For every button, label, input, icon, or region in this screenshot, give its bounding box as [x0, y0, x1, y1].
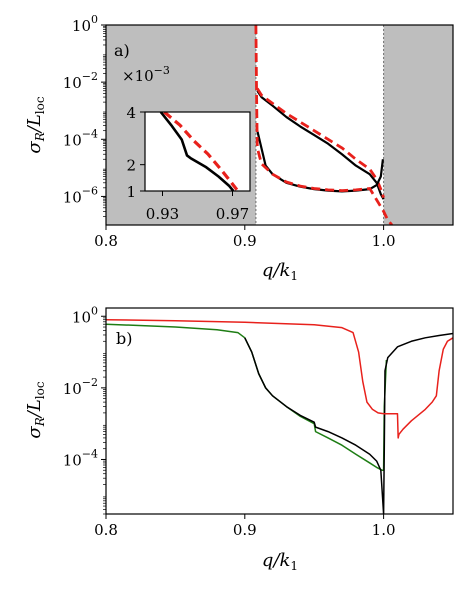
panel-a-series [254, 25, 394, 225]
panel-b-y-tick-label-3: 10−4 [63, 447, 98, 469]
panel-b-x-label: q/k1 [262, 550, 298, 573]
panel-a-x-tick-label-1: 0.8 [94, 232, 118, 250]
panel-a-y-tick-label-1: 100 [72, 13, 98, 35]
panel-a-x-label: q/k1 [262, 260, 298, 283]
panel-a-x-tick-label-3: 1.0 [372, 232, 396, 250]
panel-b: 0.8 0.9 1.0 100 10−2 10−4 b) q/k1 σR/Lloc [24, 304, 454, 573]
inset-series [159, 112, 239, 191]
panel-b-x-tick-label-3: 1.0 [372, 521, 396, 539]
inset-frame [144, 111, 251, 192]
panel-a-series-2 [256, 87, 385, 199]
panel-a-y-tick-label-3: 10−4 [63, 127, 98, 149]
panel-b-frame [105, 307, 454, 515]
inset-background [145, 112, 250, 191]
panel-b-y-tick-label-2: 10−2 [63, 376, 98, 398]
panel-a-x-ticks: 0.8 0.9 1.0 [94, 225, 396, 250]
inset-y-ticks: 1 2 4 [126, 104, 145, 201]
inset-multiplier: ×10−3 [122, 64, 170, 85]
panel-b-x-tick-label-1: 0.8 [94, 521, 118, 539]
panel-b-y-ticks: 100 10−2 10−4 [63, 304, 106, 515]
inset-y-tick-label-1: 1 [126, 183, 136, 201]
inset-series-2 [163, 112, 239, 191]
panel-a-series-4 [254, 25, 394, 225]
panel-b-y-label: σR/Lloc [24, 381, 47, 438]
shaded-region-2 [383, 25, 453, 225]
panel-a-y-tick-label-4: 10−6 [63, 184, 98, 206]
inset-y-tick-label-2: 2 [126, 157, 136, 175]
panel-b-background [106, 308, 453, 514]
inset-y-tick-label-3: 4 [126, 104, 136, 122]
inset-x-ticks: 0.93 0.97 [146, 191, 249, 223]
panel-b-x-ticks: 0.8 0.9 1.0 [94, 514, 396, 539]
inset-x-tick-label-2: 0.97 [216, 205, 249, 223]
panel-b-series-3 [106, 318, 453, 439]
panel-a-inset: ×10−3 0.93 0.97 1 2 4 [122, 64, 251, 223]
panel-a-label: a) [114, 41, 130, 60]
panel-b-series [106, 318, 453, 514]
panel-a-x-tick-label-2: 0.9 [233, 232, 257, 250]
panel-b-series-2 [244, 332, 453, 514]
panel-b-label: b) [116, 329, 132, 348]
panel-a-y-tick-label-2: 10−2 [63, 70, 98, 92]
inset-series-1 [159, 112, 235, 191]
panel-a-frame [105, 24, 454, 226]
panel-a-y-label: σR/Lloc [24, 96, 47, 153]
inset-x-tick-label-1: 0.93 [146, 205, 179, 223]
panel-b-y-tick-label-1: 100 [72, 304, 98, 326]
panel-b-x-tick-label-2: 0.9 [233, 521, 257, 539]
panel-a-y-ticks: 100 10−2 10−4 10−6 [63, 13, 106, 217]
